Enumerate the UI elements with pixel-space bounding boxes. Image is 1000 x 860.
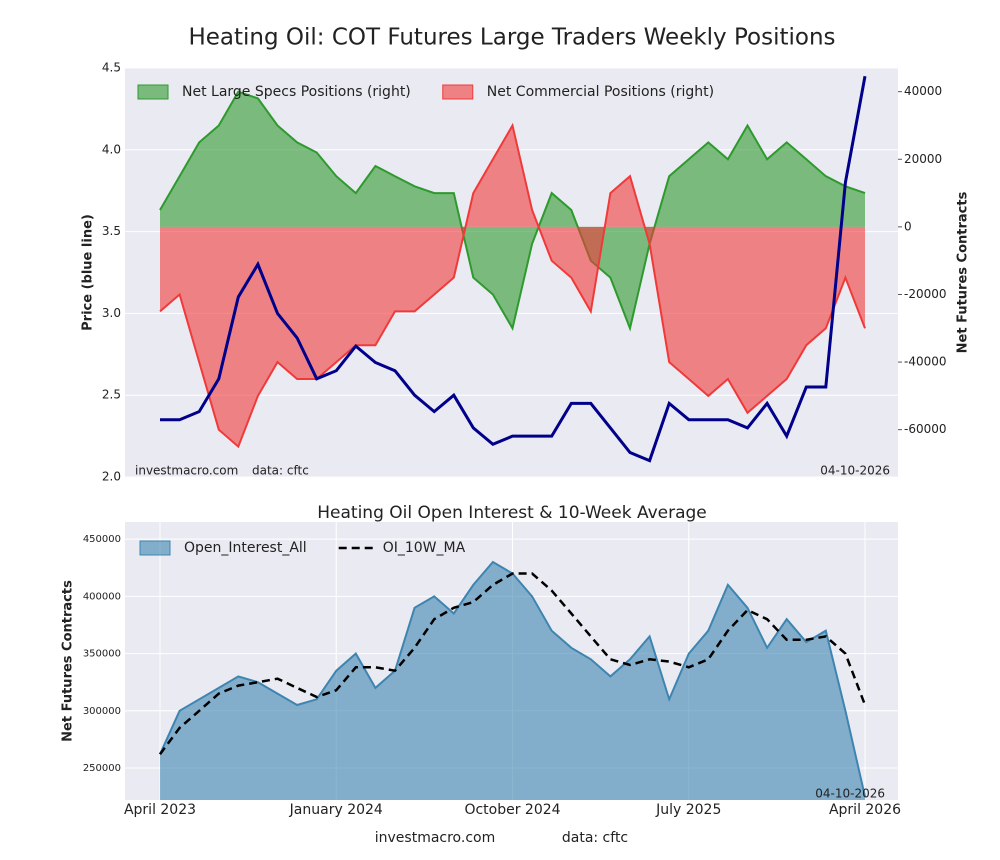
y-tick-label: 300000	[83, 706, 121, 717]
y2-tick-label: -60000	[904, 422, 947, 436]
y2-tick-label: -40000	[904, 355, 947, 369]
legend-label: Open_Interest_All	[184, 540, 307, 556]
line	[158, 572, 867, 755]
y-tick-label: 4.5	[102, 61, 121, 75]
x-tick-label: April 2023	[124, 802, 196, 818]
y2-axis-label: Net Futures Contracts	[956, 191, 971, 353]
y-tick-label: 250000	[83, 763, 121, 774]
legend-swatch	[139, 540, 171, 556]
area-edge	[159, 122, 866, 449]
legend-label: Net Large Specs Positions (right)	[182, 84, 411, 100]
area-edge	[159, 90, 866, 332]
date: 04-10-2026	[820, 464, 890, 478]
y2-tick-label: 20000	[904, 152, 942, 166]
data-note: data: cftc	[562, 830, 628, 846]
line	[160, 75, 867, 463]
area	[160, 125, 865, 447]
y-tick-label: 2.5	[102, 388, 121, 402]
y2-tick-label: -20000	[904, 287, 947, 301]
chart-title: Heating Oil Open Interest & 10-Week Aver…	[317, 503, 707, 523]
legend-swatch	[137, 84, 169, 100]
x-tick-label: October 2024	[464, 802, 560, 818]
date: 04-10-2026	[815, 787, 885, 801]
source: investmacro.com	[135, 464, 238, 478]
legend-label: OI_10W_MA	[383, 540, 466, 556]
source: investmacro.com	[375, 830, 495, 846]
page-title: Heating Oil: COT Futures Large Traders W…	[188, 25, 835, 51]
legend-swatch	[442, 84, 474, 100]
y-axis-label: Price (blue line)	[81, 214, 96, 331]
y-tick-label: 450000	[83, 534, 121, 545]
y-tick-label: 4.0	[102, 142, 121, 156]
y-tick-label: 3.5	[102, 224, 121, 238]
x-tick-label: July 2025	[655, 802, 721, 818]
y-tick-label: 3.0	[102, 306, 121, 320]
area	[160, 562, 865, 800]
data-note: data: cftc	[252, 464, 309, 478]
y2-tick-label: 40000	[904, 84, 942, 98]
area	[160, 91, 865, 329]
y2-tick-label: 0	[904, 219, 912, 233]
legend-label: Net Commercial Positions (right)	[487, 84, 714, 100]
x-tick-label: April 2026	[829, 802, 901, 818]
y-tick-label: 2.0	[102, 470, 121, 484]
y-axis-label: Net Futures Contracts	[61, 580, 76, 742]
x-tick-label: January 2024	[289, 802, 383, 818]
y-tick-label: 350000	[83, 649, 121, 660]
y-tick-label: 400000	[83, 591, 121, 602]
